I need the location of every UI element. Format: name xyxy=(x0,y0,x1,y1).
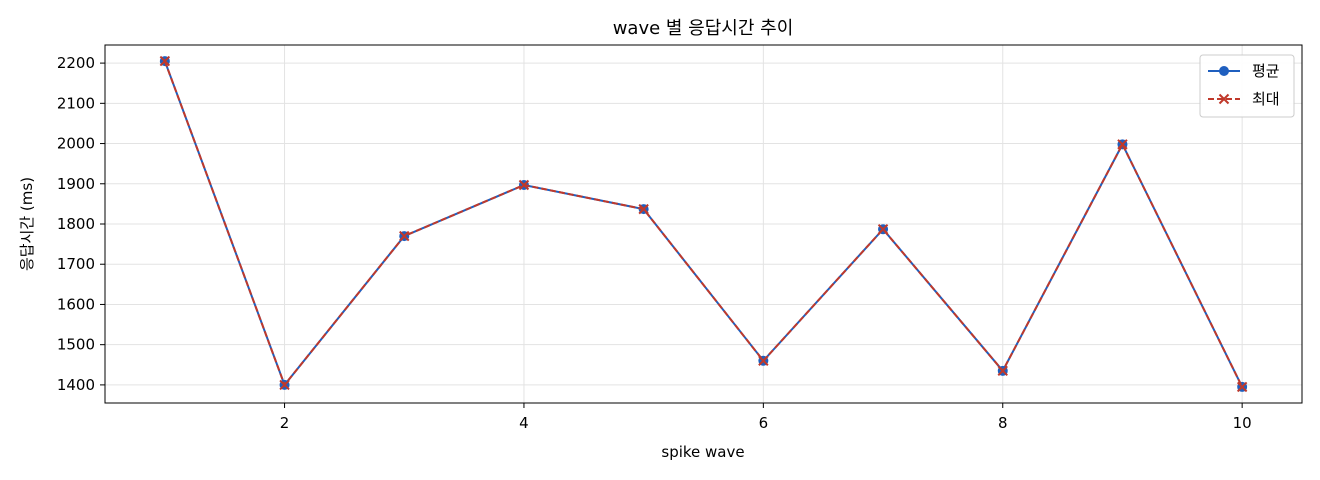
data-point xyxy=(518,179,530,191)
series-line xyxy=(163,60,1244,388)
legend-label: 최대 xyxy=(1252,90,1280,108)
data-point xyxy=(758,355,769,366)
y-tick-label: 1900 xyxy=(57,175,95,193)
y-tick-label: 1800 xyxy=(57,215,95,233)
data-point xyxy=(1236,381,1248,393)
legend-marker xyxy=(1219,66,1229,76)
x-marker-stroke xyxy=(399,230,410,242)
chart-title: wave 별 응답시간 추이 xyxy=(613,18,794,39)
data-point xyxy=(159,55,171,67)
y-tick-label: 2100 xyxy=(57,94,95,112)
x-marker-stroke xyxy=(1236,381,1248,393)
x-marker-stroke xyxy=(877,224,889,235)
x-tick-label: 8 xyxy=(998,414,1008,432)
y-tick-label: 2000 xyxy=(57,135,95,153)
plot-area xyxy=(159,55,1248,393)
x-marker-stroke xyxy=(758,355,769,366)
y-axis-label: 응답시간 (ms) xyxy=(18,177,36,271)
data-point xyxy=(997,365,1008,377)
x-axis-label: spike wave xyxy=(661,443,744,461)
x-axis: 2 4 6 8 10 xyxy=(280,403,1252,432)
y-tick-label: 1500 xyxy=(57,336,95,354)
x-marker-stroke xyxy=(159,55,171,67)
x-marker-stroke xyxy=(1218,93,1230,105)
x-marker-stroke xyxy=(1117,139,1128,150)
x-marker-stroke xyxy=(279,379,290,391)
legend-marker xyxy=(1218,93,1230,105)
x-marker-stroke xyxy=(638,203,649,215)
x-tick-label: 2 xyxy=(280,414,290,432)
y-axis: 1400 1500 1600 1700 1800 1900 2000 2100 2200 xyxy=(57,54,105,394)
y-tick-label: 1600 xyxy=(57,295,95,313)
series-max xyxy=(159,55,1248,393)
x-tick-label: 6 xyxy=(759,414,769,432)
y-tick-label: 1400 xyxy=(57,376,95,394)
data-point xyxy=(877,224,889,235)
legend-label: 평균 xyxy=(1252,62,1280,80)
legend-box xyxy=(1199,54,1295,118)
data-point xyxy=(399,230,410,242)
x-marker-stroke xyxy=(518,179,530,191)
data-point xyxy=(638,203,649,215)
y-tick-label: 2200 xyxy=(57,54,95,72)
grid xyxy=(105,45,1302,403)
y-tick-label: 1700 xyxy=(57,255,95,273)
x-marker-stroke xyxy=(997,365,1008,377)
data-point xyxy=(279,379,290,391)
x-tick-label: 4 xyxy=(519,414,529,432)
x-tick-label: 10 xyxy=(1233,414,1252,432)
data-point xyxy=(1117,139,1128,150)
